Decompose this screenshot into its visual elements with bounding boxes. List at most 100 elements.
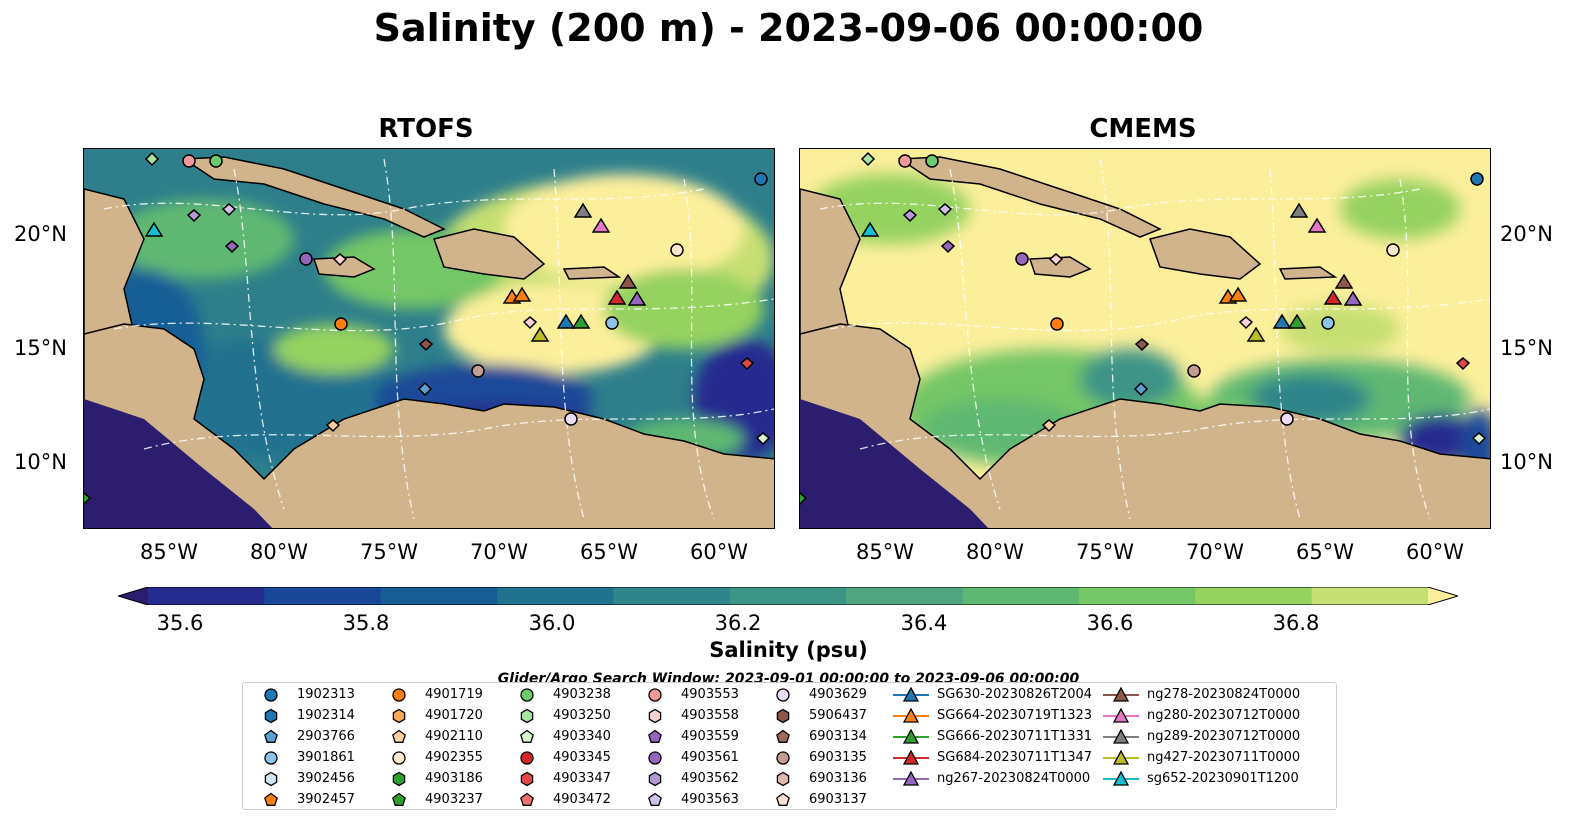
legend-marker-icon [520,688,534,702]
colorbar-segment [264,587,382,605]
colorbar-label: Salinity (psu) [709,638,868,662]
y-tick-20n-left: 20°N [14,222,67,246]
legend-item-label: 4903347 [553,771,611,786]
legend-item-label: SG684-20230711T1347 [937,750,1093,765]
legend-item-label: 4903561 [681,750,739,765]
legend-item-label: 4903472 [553,792,611,807]
legend-item-label: 4903186 [425,771,483,786]
legend-marker-icon [392,708,406,724]
legend-item-label: 4903629 [809,687,867,702]
legend-item-label: 2903766 [297,729,355,744]
colorbar-segment [1078,587,1196,605]
colorbar-segment [1195,587,1313,605]
legend-item-label: 4903340 [553,729,611,744]
legend-item-label: 4903238 [553,687,611,702]
legend-marker-icon [776,751,790,765]
legend-item-label: 4901720 [425,708,483,723]
colorbar-segment [729,587,847,605]
legend-item-label: 5906437 [809,708,867,723]
legend-marker-icon [264,729,278,743]
legend-item-label: 3902457 [297,792,355,807]
colorbar-tick-36-6: 36.6 [1086,611,1134,635]
legend-item-label: 4903559 [681,729,739,744]
legend-marker-icon [648,751,662,765]
legend-item-label: 3902456 [297,771,355,786]
colorbar-tick-35-6: 35.6 [156,611,204,635]
legend-item-label: 6903134 [809,729,867,744]
legend-item-label: 1902314 [297,708,355,723]
legend-marker-icon [893,729,929,744]
legend-marker-icon [1103,687,1139,702]
legend-item-label: 4903558 [681,708,739,723]
x-tick-65w-right: 65°W [1296,540,1354,564]
legend-item-label: ng267-20230824T0000 [937,771,1091,786]
x-tick-60w-left: 60°W [690,540,748,564]
legend-item-label: 4902355 [425,750,483,765]
colorbar-tick-36-2: 36.2 [714,611,762,635]
legend-item-label: 4903345 [553,750,611,765]
legend-marker-icon [520,751,534,765]
x-tick-75w-left: 75°W [360,540,418,564]
colorbar-tick-36-8: 36.8 [1272,611,1320,635]
colorbar [116,586,1460,606]
panel-title-cmems: CMEMS [1089,114,1197,144]
legend-marker-icon [648,792,662,806]
colorbar-tick-36-4: 36.4 [900,611,948,635]
x-tick-60w-right: 60°W [1406,540,1464,564]
x-tick-70w-right: 70°W [1186,540,1244,564]
legend-marker-icon [520,708,534,724]
legend-marker-icon [776,729,790,743]
colorbar-segment [497,587,615,605]
x-tick-80w-left: 80°W [250,540,308,564]
colorbar-segment [962,587,1080,605]
legend-item-label: 4903553 [681,687,739,702]
x-tick-85w-left: 85°W [140,540,198,564]
legend-marker-icon [264,751,278,765]
legend-item-label: ng280-20230712T0000 [1147,708,1301,723]
legend: 1902313 1902314 2903766 3901861 3902456 39024… [242,682,1337,810]
panel-title-rtofs: RTOFS [378,114,474,144]
legend-marker-icon [893,708,929,723]
legend-marker-icon [776,688,790,702]
legend-item-label: SG664-20230719T1323 [937,708,1093,723]
colorbar-segment [380,587,498,605]
legend-marker-icon [264,792,278,806]
legend-item-label: 4903250 [553,708,611,723]
x-tick-85w-right: 85°W [856,540,914,564]
legend-marker-icon [392,751,406,765]
y-tick-15n-left: 15°N [14,336,67,360]
legend-item-label: ng278-20230824T0000 [1147,687,1301,702]
colorbar-extend-min [118,587,148,605]
legend-marker-icon [893,750,929,765]
legend-item-label: 4901719 [425,687,483,702]
rtofs-map-canvas [84,149,774,528]
legend-marker-icon [1103,750,1139,765]
legend-marker-icon [776,771,790,787]
legend-marker-icon [264,708,278,724]
legend-item-label: 4903237 [425,792,483,807]
legend-item-label: sg652-20230901T1200 [1147,771,1299,786]
colorbar-segment [613,587,731,605]
legend-marker-icon [776,708,790,724]
legend-marker-icon [392,792,406,806]
legend-marker-icon [520,792,534,806]
legend-marker-icon [776,792,790,806]
cmems-map-canvas [800,149,1490,528]
legend-marker-icon [648,771,662,787]
colorbar-tick-36-0: 36.0 [528,611,576,635]
legend-item-label: 6903136 [809,771,867,786]
legend-item-label: SG630-20230826T2004 [937,687,1093,702]
y-tick-10n-left: 10°N [14,450,67,474]
legend-marker-icon [893,771,929,786]
legend-marker-icon [893,687,929,702]
legend-item-label: 1902313 [297,687,355,702]
legend-marker-icon [648,708,662,724]
colorbar-graphic [116,586,1460,606]
x-tick-75w-right: 75°W [1076,540,1134,564]
x-tick-70w-left: 70°W [470,540,528,564]
legend-marker-icon [392,771,406,787]
legend-marker-icon [264,771,278,787]
cmems-salinity-map [799,148,1491,529]
legend-marker-icon [520,729,534,743]
legend-marker-icon [264,688,278,702]
